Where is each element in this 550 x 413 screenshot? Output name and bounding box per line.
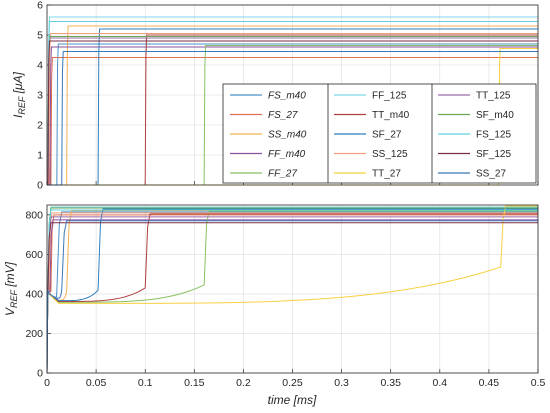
legend-label-fs-27: FS_27 xyxy=(268,110,298,121)
vref-xtick-label: 0.25 xyxy=(282,377,303,389)
legend-box xyxy=(222,83,537,184)
vref-trace-tt-27 xyxy=(46,205,538,374)
iref-ylabel: IREF [μA] xyxy=(11,71,27,118)
vref-axes-box xyxy=(46,204,539,374)
iref-ytick-label: 4 xyxy=(37,60,43,72)
iref-ytick-label: 3 xyxy=(37,90,43,102)
legend: FS_m40 FS_27 SS_m40 FF_m40 FF_27 FF_125 TT_m40… xyxy=(222,83,537,184)
iref-ytick-label: 1 xyxy=(37,150,43,162)
legend-label-ss-125: SS_125 xyxy=(372,149,408,160)
vref-xtick-label: 0 xyxy=(44,377,50,389)
vref-trace-ff-27 xyxy=(46,210,538,374)
vref-xtick-label: 0.15 xyxy=(184,377,205,389)
legend-label-tt-27: TT_27 xyxy=(372,169,401,180)
iref-panel: 0 1 2 3 4 5 6 IREF [μA] FS_m40 FS_27 SS_m40 FF_m4… xyxy=(11,0,539,192)
vref-xtick-label: 0.3 xyxy=(334,377,349,389)
legend-label-ff-27: FF_27 xyxy=(268,169,297,180)
vref-xtick-label: 0.1 xyxy=(138,377,153,389)
vref-ytick-label: 600 xyxy=(25,249,43,261)
legend-label-ss-m40: SS_m40 xyxy=(268,130,307,141)
vref-ytick-label: 200 xyxy=(25,328,43,340)
vref-ytick-label: 800 xyxy=(25,209,43,221)
iref-ytick-label: 2 xyxy=(37,120,43,132)
legend-label-sf-125: SF_125 xyxy=(476,149,511,160)
vref-xtick-label: 0.5 xyxy=(531,377,546,389)
vref-trace-ss-27 xyxy=(46,220,538,374)
legend-label-tt-125: TT_125 xyxy=(476,91,511,102)
legend-label-ff-125: FF_125 xyxy=(372,91,407,102)
legend-label-sf-m40: SF_m40 xyxy=(476,110,514,121)
vref-y-ticks: 0 200 400 600 800 xyxy=(25,209,43,379)
vref-xtick-label: 0.4 xyxy=(432,377,447,389)
vref-xlabel: time [ms] xyxy=(268,393,317,407)
vref-xtick-label: 0.2 xyxy=(236,377,251,389)
legend-label-ss-27: SS_27 xyxy=(476,169,506,180)
legend-label-tt-m40: TT_m40 xyxy=(372,110,410,121)
vref-ytick-label: 0 xyxy=(37,368,43,380)
legend-label-sf-27: SF_27 xyxy=(372,130,402,141)
vref-x-ticks: 0 0.05 0.1 0.15 0.2 0.25 0.3 0.35 0.4 0.45 0.5 xyxy=(44,377,545,389)
vref-ylabel: VREF [mV] xyxy=(3,261,19,316)
vref-xtick-label: 0.45 xyxy=(479,377,500,389)
iref-ytick-label: 5 xyxy=(37,30,43,42)
legend-label-fs-125: FS_125 xyxy=(476,130,511,141)
iref-ytick-label: 0 xyxy=(37,180,43,192)
vref-xtick-label: 0.35 xyxy=(380,377,401,389)
iref-axes-box xyxy=(46,4,539,186)
iref-ytick-label: 6 xyxy=(37,0,43,12)
iref-y-ticks: 0 1 2 3 4 5 6 xyxy=(37,0,43,192)
vref-trace-sf-27 xyxy=(46,208,538,374)
vref-panel: 0 200 400 600 800 0 0.05 0.1 0.15 0.2 0.25 0.3 0.35… xyxy=(3,204,545,407)
vref-traces xyxy=(46,205,538,374)
legend-label-fs-m40: FS_m40 xyxy=(268,91,306,102)
vref-ytick-label: 400 xyxy=(25,288,43,300)
vref-xtick-label: 0.05 xyxy=(86,377,107,389)
vref-trace-tt-m40 xyxy=(46,213,538,374)
legend-label-ff-m40: FF_m40 xyxy=(268,149,306,160)
